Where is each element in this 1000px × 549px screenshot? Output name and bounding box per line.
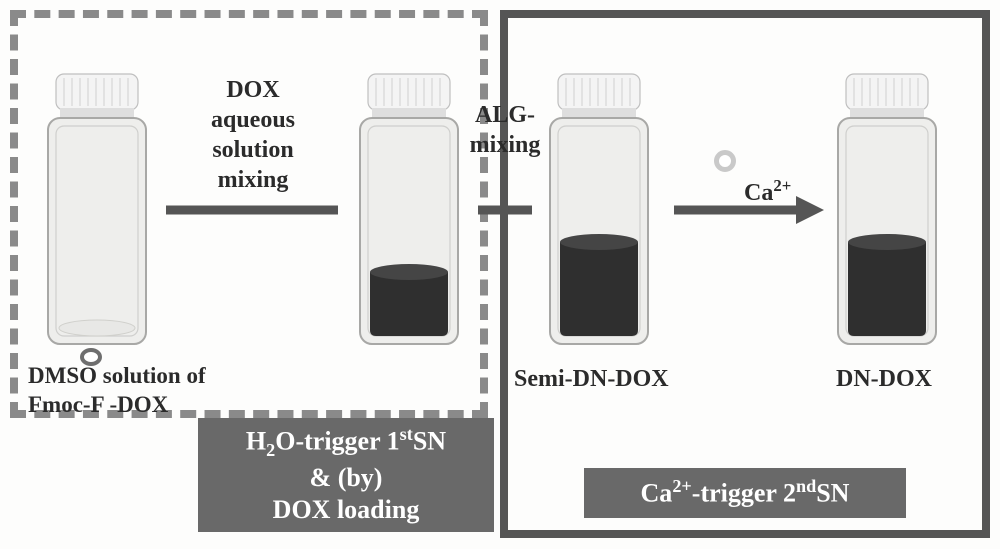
left-banner-line2: & (by) (310, 462, 383, 495)
rb-before: Ca (641, 479, 673, 508)
rb-sup2: nd (796, 476, 816, 496)
small-ring-icon (80, 348, 102, 366)
hb-end: SN (413, 427, 446, 456)
hb-after: O-trigger 1 (275, 427, 399, 456)
label-dmso-caption: DMSO solution of Fmoc-F -DOX (28, 362, 258, 420)
rb-mid: -trigger 2 (692, 479, 796, 508)
label-alg-mixing: ALG- mixing (460, 100, 550, 160)
rb-end: SN (816, 479, 849, 508)
left-banner-line3: DOX loading (273, 494, 420, 527)
ca-ion-icon (714, 150, 736, 172)
hb-sub: 2 (266, 440, 275, 460)
left-banner-line1: H2O-trigger 1stSN (246, 423, 446, 462)
left-banner: H2O-trigger 1stSN & (by) DOX loading (198, 418, 494, 532)
label-ca-ion: Ca2+ (744, 146, 791, 208)
diagram-root: DOX aqueous solution mixing ALG- mixing … (0, 0, 1000, 549)
rb-sup1: 2+ (672, 476, 691, 496)
hb-sup: st (400, 424, 413, 444)
label-dn-dox: DN-DOX (836, 364, 932, 394)
hb-before: H (246, 427, 266, 456)
ca-sup: 2+ (773, 176, 791, 195)
right-banner-line: Ca2+-trigger 2ndSN (641, 475, 850, 510)
label-dox-mixing: DOX aqueous solution mixing (178, 75, 328, 195)
panel-connector (0, 0, 1000, 549)
ca-text: Ca (744, 180, 773, 206)
right-banner: Ca2+-trigger 2ndSN (584, 468, 906, 518)
label-semi-dn: Semi-DN-DOX (514, 364, 669, 394)
